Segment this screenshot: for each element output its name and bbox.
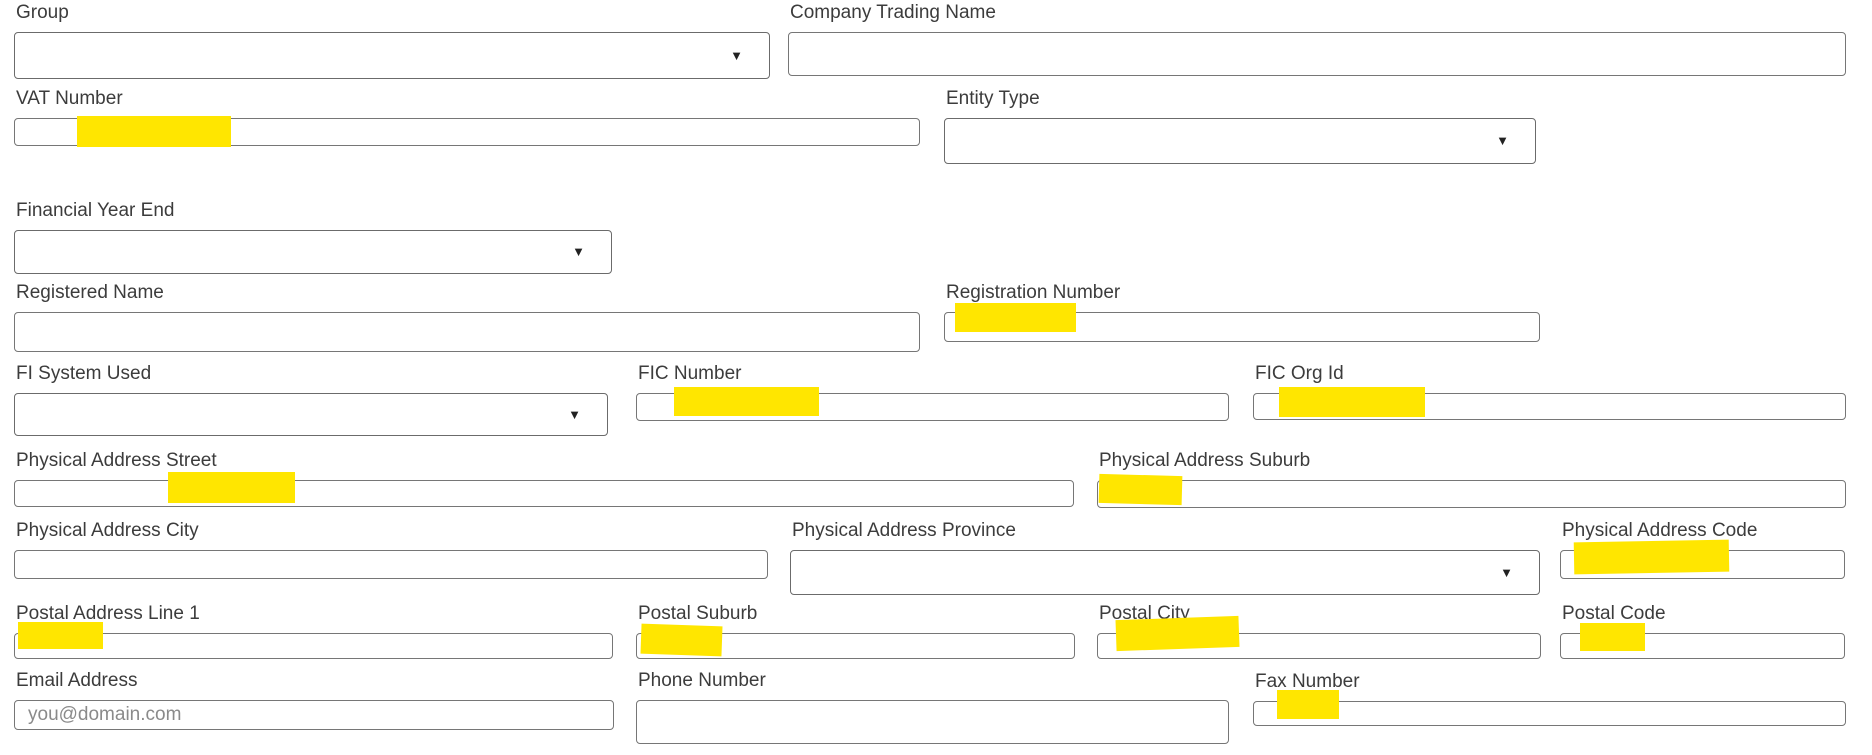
- postal-address-line-1-field: Postal Address Line 1: [14, 603, 613, 659]
- email-address-field: Email Address: [14, 670, 614, 730]
- phone-number-input[interactable]: [636, 700, 1229, 744]
- postal-code-field: Postal Code: [1560, 603, 1845, 659]
- phone-number-label: Phone Number: [638, 670, 766, 691]
- vat-number-label: VAT Number: [16, 88, 123, 109]
- registered-name-label: Registered Name: [16, 282, 164, 303]
- dropdown-arrow-icon: ▼: [730, 47, 743, 63]
- postal-address-line-1-input[interactable]: [14, 633, 613, 659]
- company-trading-name-field: Company Trading Name: [788, 2, 1846, 76]
- postal-address-line-1-label: Postal Address Line 1: [16, 603, 200, 624]
- fic-number-field: FIC Number: [636, 363, 1229, 421]
- fax-number-label: Fax Number: [1255, 671, 1360, 692]
- physical-address-code-input[interactable]: [1560, 550, 1845, 579]
- physical-address-suburb-field: Physical Address Suburb: [1097, 450, 1846, 508]
- group-label: Group: [16, 2, 69, 23]
- financial-year-end-select[interactable]: ▼: [14, 230, 612, 274]
- postal-city-input[interactable]: [1097, 633, 1541, 659]
- postal-code-label: Postal Code: [1562, 603, 1666, 624]
- physical-address-city-label: Physical Address City: [16, 520, 199, 541]
- group-field: Group ▼: [14, 2, 770, 79]
- fic-org-id-input[interactable]: [1253, 393, 1846, 420]
- physical-address-suburb-label: Physical Address Suburb: [1099, 450, 1311, 471]
- physical-address-city-field: Physical Address City: [14, 520, 768, 579]
- fic-number-label: FIC Number: [638, 363, 742, 384]
- dropdown-arrow-icon: ▼: [1496, 132, 1509, 148]
- email-address-label: Email Address: [16, 670, 138, 691]
- financial-year-end-field: Financial Year End ▼: [14, 200, 612, 274]
- vat-number-field: VAT Number: [14, 88, 920, 147]
- postal-code-input[interactable]: [1560, 633, 1845, 659]
- registered-name-field: Registered Name: [14, 282, 920, 352]
- dropdown-arrow-icon: ▼: [572, 243, 585, 259]
- registration-number-input[interactable]: [944, 312, 1540, 342]
- postal-city-field: Postal City: [1097, 603, 1541, 659]
- fic-org-id-field: FIC Org Id: [1253, 363, 1846, 420]
- registration-number-label: Registration Number: [946, 282, 1121, 303]
- physical-address-code-label: Physical Address Code: [1562, 520, 1758, 541]
- fi-system-used-field: FI System Used ▼: [14, 363, 608, 436]
- fi-system-used-select[interactable]: ▼: [14, 393, 608, 436]
- physical-address-province-label: Physical Address Province: [792, 520, 1016, 541]
- company-trading-name-input[interactable]: [788, 32, 1846, 76]
- phone-number-field: Phone Number: [636, 670, 1229, 744]
- financial-year-end-label: Financial Year End: [16, 200, 175, 221]
- group-select[interactable]: ▼: [14, 32, 770, 79]
- physical-address-code-field: Physical Address Code: [1560, 520, 1845, 579]
- fax-number-field: Fax Number: [1253, 671, 1846, 726]
- physical-address-suburb-input[interactable]: [1097, 480, 1846, 508]
- registered-name-input[interactable]: [14, 312, 920, 352]
- postal-suburb-input[interactable]: [636, 633, 1075, 659]
- email-address-input[interactable]: [14, 700, 614, 730]
- vat-number-input[interactable]: [14, 118, 920, 146]
- postal-suburb-label: Postal Suburb: [638, 603, 758, 624]
- physical-address-street-input[interactable]: [14, 480, 1074, 507]
- physical-address-city-input[interactable]: [14, 550, 768, 579]
- entity-type-field: Entity Type ▼: [944, 88, 1536, 164]
- company-trading-name-label: Company Trading Name: [790, 2, 996, 23]
- physical-address-street-label: Physical Address Street: [16, 450, 217, 471]
- physical-address-province-select[interactable]: ▼: [790, 550, 1540, 595]
- dropdown-arrow-icon: ▼: [1500, 564, 1513, 580]
- fi-system-used-label: FI System Used: [16, 363, 152, 384]
- physical-address-province-field: Physical Address Province ▼: [790, 520, 1540, 595]
- dropdown-arrow-icon: ▼: [568, 406, 581, 422]
- entity-type-label: Entity Type: [946, 88, 1040, 109]
- fic-number-input[interactable]: [636, 393, 1229, 421]
- postal-city-label: Postal City: [1099, 603, 1190, 624]
- registration-number-field: Registration Number: [944, 282, 1540, 342]
- fic-org-id-label: FIC Org Id: [1255, 363, 1344, 384]
- fax-number-input[interactable]: [1253, 701, 1846, 726]
- postal-suburb-field: Postal Suburb: [636, 603, 1075, 659]
- physical-address-street-field: Physical Address Street: [14, 450, 1074, 507]
- entity-type-select[interactable]: ▼: [944, 118, 1536, 164]
